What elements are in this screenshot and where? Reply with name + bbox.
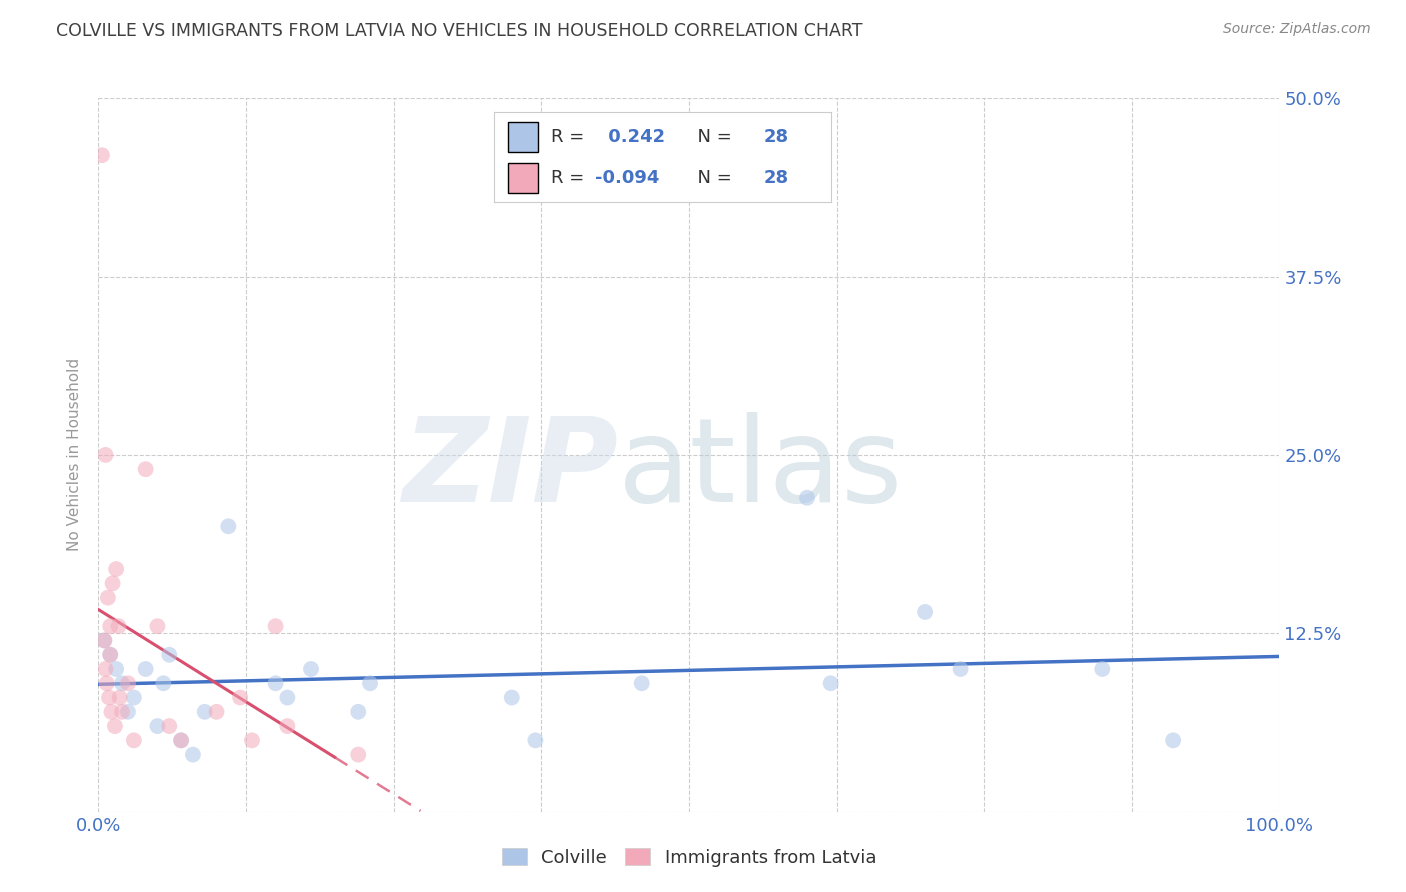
Point bbox=[105, 662, 128, 676]
Point bbox=[524, 733, 547, 747]
Point bbox=[630, 676, 652, 690]
Legend: Colville, Immigrants from Latvia: Colville, Immigrants from Latvia bbox=[495, 841, 883, 874]
Point bbox=[105, 562, 128, 576]
Point bbox=[264, 619, 287, 633]
Y-axis label: No Vehicles in Household: No Vehicles in Household bbox=[67, 359, 83, 551]
Point bbox=[240, 733, 263, 747]
Point bbox=[93, 633, 115, 648]
Point bbox=[94, 662, 117, 676]
Point bbox=[157, 719, 180, 733]
Point bbox=[98, 648, 121, 662]
Point bbox=[170, 733, 193, 747]
Point bbox=[98, 619, 121, 633]
Point bbox=[347, 705, 370, 719]
Point bbox=[359, 676, 381, 690]
Point bbox=[914, 605, 936, 619]
Point bbox=[101, 576, 124, 591]
Point bbox=[135, 462, 157, 476]
Point bbox=[146, 719, 169, 733]
Point bbox=[1091, 662, 1114, 676]
Point bbox=[146, 619, 169, 633]
Point bbox=[117, 705, 139, 719]
Text: Source: ZipAtlas.com: Source: ZipAtlas.com bbox=[1223, 22, 1371, 37]
Point bbox=[98, 690, 121, 705]
Point bbox=[229, 690, 252, 705]
Point bbox=[796, 491, 818, 505]
Text: atlas: atlas bbox=[619, 412, 904, 526]
Point bbox=[347, 747, 370, 762]
Point bbox=[299, 662, 322, 676]
Point bbox=[135, 662, 157, 676]
Point bbox=[1161, 733, 1184, 747]
Point bbox=[91, 148, 114, 162]
Point bbox=[157, 648, 180, 662]
Point bbox=[170, 733, 193, 747]
Point bbox=[94, 448, 117, 462]
Point bbox=[122, 690, 145, 705]
Point bbox=[117, 676, 139, 690]
Point bbox=[100, 705, 122, 719]
Point bbox=[217, 519, 239, 533]
Point bbox=[108, 690, 131, 705]
Text: COLVILLE VS IMMIGRANTS FROM LATVIA NO VEHICLES IN HOUSEHOLD CORRELATION CHART: COLVILLE VS IMMIGRANTS FROM LATVIA NO VE… bbox=[56, 22, 863, 40]
Point bbox=[264, 676, 287, 690]
Text: ZIP: ZIP bbox=[402, 412, 619, 526]
Point bbox=[111, 676, 134, 690]
Point bbox=[96, 676, 118, 690]
Point bbox=[194, 705, 217, 719]
Point bbox=[820, 676, 842, 690]
Point bbox=[181, 747, 204, 762]
Point bbox=[98, 648, 121, 662]
Point bbox=[949, 662, 972, 676]
Point bbox=[104, 719, 127, 733]
Point bbox=[501, 690, 523, 705]
Point bbox=[205, 705, 228, 719]
Point bbox=[276, 690, 298, 705]
Point bbox=[122, 733, 145, 747]
Point bbox=[111, 705, 134, 719]
Point bbox=[93, 633, 115, 648]
Point bbox=[152, 676, 174, 690]
Point bbox=[276, 719, 298, 733]
Point bbox=[107, 619, 129, 633]
Point bbox=[97, 591, 120, 605]
